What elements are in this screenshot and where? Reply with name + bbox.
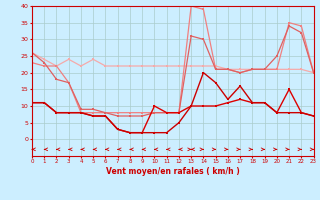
X-axis label: Vent moyen/en rafales ( km/h ): Vent moyen/en rafales ( km/h ): [106, 167, 240, 176]
